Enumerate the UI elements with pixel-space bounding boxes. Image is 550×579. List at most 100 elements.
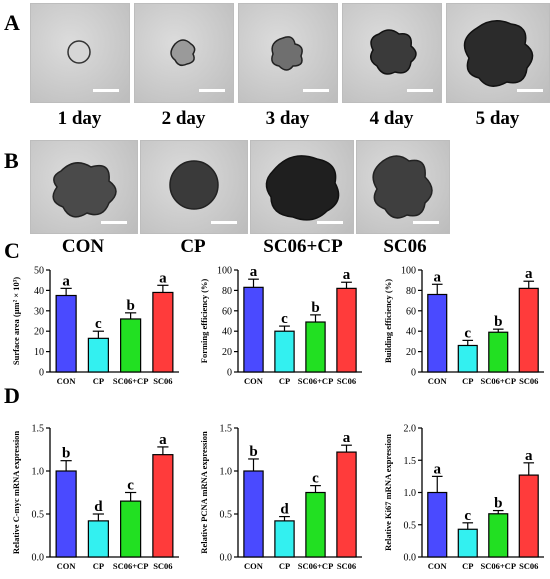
y-tick-label: 40 bbox=[222, 327, 232, 338]
bar-cp bbox=[457, 528, 478, 558]
organoid-shape bbox=[67, 40, 91, 64]
bar-cp bbox=[274, 520, 295, 558]
organoid-shape bbox=[271, 36, 303, 71]
organoid-shape bbox=[372, 155, 433, 219]
micrograph-day-2 bbox=[134, 3, 234, 103]
y-axis-label: Relative PCNA mRNA expression bbox=[199, 431, 209, 554]
scale-bar bbox=[413, 221, 439, 224]
x-tick-label-sc06-cp: SC06+CP bbox=[113, 376, 149, 386]
organoid-shape bbox=[370, 29, 417, 75]
micrograph-cp bbox=[140, 140, 248, 234]
scale-bar bbox=[517, 89, 543, 92]
organoid-shape bbox=[170, 39, 196, 67]
significance-letter-sc06-cp: c bbox=[312, 471, 319, 487]
scale-bar bbox=[199, 89, 225, 92]
x-tick-label-sc06: SC06 bbox=[337, 561, 356, 571]
y-tick-label: 0 bbox=[227, 368, 232, 379]
bar-con bbox=[427, 491, 448, 558]
group-label-sc06: SC06 bbox=[383, 236, 427, 257]
x-tick-label-cp: CP bbox=[462, 561, 473, 571]
bar-sc06-cp bbox=[488, 513, 509, 558]
panel-letter-a: A bbox=[4, 10, 20, 35]
significance-letter-sc06: a bbox=[159, 432, 167, 448]
bar-sc06 bbox=[336, 287, 357, 373]
panel-letter-d: D bbox=[4, 383, 20, 408]
x-tick-label-sc06-cp: SC06+CP bbox=[480, 561, 516, 571]
scale-bar bbox=[303, 89, 329, 92]
significance-letter-cp: c bbox=[464, 508, 471, 524]
micrograph-con bbox=[30, 140, 138, 234]
significance-letter-con: b bbox=[249, 444, 257, 460]
bar-sc06-cp bbox=[305, 491, 326, 558]
significance-letter-cp: d bbox=[94, 499, 103, 515]
significance-letter-sc06-cp: c bbox=[127, 478, 134, 494]
y-tick-label: 40 bbox=[406, 327, 416, 338]
y-tick-label: 100 bbox=[217, 266, 232, 277]
chart-pcna-expression: 0.0 0.5 1.0 1.5 Relative PCNA mRNA expressio… bbox=[199, 424, 362, 571]
x-tick-label-con: CON bbox=[428, 376, 448, 386]
organoid-shape bbox=[265, 155, 340, 221]
significance-letter-sc06-cp: b bbox=[494, 314, 502, 330]
bar-cp bbox=[274, 330, 295, 373]
scale-bar bbox=[101, 221, 127, 224]
x-tick-label-con: CON bbox=[57, 561, 77, 571]
x-tick-label-cp: CP bbox=[279, 561, 290, 571]
scale-bar bbox=[211, 221, 237, 224]
x-tick-label-con: CON bbox=[57, 376, 77, 386]
x-tick-label-con: CON bbox=[244, 561, 264, 571]
y-tick-label: 20 bbox=[34, 327, 44, 338]
y-axis-label: Surface area (μm² × 10³) bbox=[11, 277, 21, 365]
y-tick-label: 60 bbox=[406, 306, 416, 317]
x-tick-label-cp: CP bbox=[279, 376, 290, 386]
y-tick-label: 0.0 bbox=[32, 553, 45, 564]
y-tick-label: 2.0 bbox=[404, 424, 417, 435]
y-tick-label: 10 bbox=[34, 347, 44, 358]
chart-surface-area: 0 10 20 30 40 50 Surface area (μm² × 10³) a CON c… bbox=[11, 266, 179, 386]
significance-letter-con: a bbox=[434, 269, 442, 285]
x-tick-label-con: CON bbox=[244, 376, 264, 386]
y-tick-label: 0.0 bbox=[220, 553, 233, 564]
y-tick-label: 1.5 bbox=[404, 456, 417, 467]
y-axis-label: Relative Ki67 mRNA expression bbox=[383, 434, 393, 551]
micrograph-day-5 bbox=[446, 3, 550, 103]
panel-letter-b: B bbox=[4, 148, 19, 173]
significance-letter-cp: c bbox=[464, 325, 471, 341]
significance-letter-sc06: a bbox=[525, 448, 533, 464]
x-tick-label-sc06: SC06 bbox=[337, 376, 356, 386]
y-tick-label: 30 bbox=[34, 306, 44, 317]
x-tick-label-sc06-cp: SC06+CP bbox=[480, 376, 516, 386]
day-label-3: 3 day bbox=[265, 108, 310, 129]
bar-cp bbox=[87, 520, 109, 558]
panel-letter-c: C bbox=[4, 238, 20, 263]
significance-letter-sc06: a bbox=[343, 267, 351, 283]
micrograph-day-3 bbox=[238, 3, 338, 103]
y-tick-label: 1.0 bbox=[220, 467, 233, 478]
group-label-sc06-cp: SC06+CP bbox=[263, 236, 343, 257]
y-tick-label: 20 bbox=[406, 347, 416, 358]
organoid-shape bbox=[169, 160, 219, 210]
significance-letter-sc06-cp: b bbox=[311, 300, 319, 316]
y-tick-label: 50 bbox=[34, 266, 44, 277]
significance-letter-sc06-cp: b bbox=[494, 496, 502, 512]
y-tick-label: 1.5 bbox=[32, 424, 45, 435]
organoid-shape bbox=[52, 162, 117, 218]
scale-bar bbox=[317, 221, 343, 224]
x-tick-label-sc06: SC06 bbox=[519, 561, 538, 571]
y-tick-label: 0 bbox=[39, 368, 44, 379]
chart-ki67-expression: 0.0 0.5 1.0 1.5 2.0 Relative Ki67 mRNA expres… bbox=[383, 424, 544, 571]
bar-sc06-cp bbox=[488, 331, 509, 373]
significance-letter-con: a bbox=[434, 461, 442, 477]
y-tick-label: 80 bbox=[406, 286, 416, 297]
bar-sc06 bbox=[518, 474, 539, 558]
scale-bar bbox=[407, 89, 433, 92]
significance-letter-sc06: a bbox=[159, 270, 167, 286]
bar-sc06 bbox=[152, 291, 174, 373]
bar-sc06 bbox=[336, 451, 357, 558]
y-tick-label: 0.5 bbox=[220, 510, 233, 521]
y-tick-label: 40 bbox=[34, 286, 44, 297]
bar-con bbox=[427, 293, 448, 373]
significance-letter-sc06: a bbox=[343, 430, 351, 446]
x-tick-label-cp: CP bbox=[462, 376, 473, 386]
significance-letter-cp: c bbox=[281, 311, 288, 327]
micrograph-sc06 bbox=[356, 140, 450, 234]
